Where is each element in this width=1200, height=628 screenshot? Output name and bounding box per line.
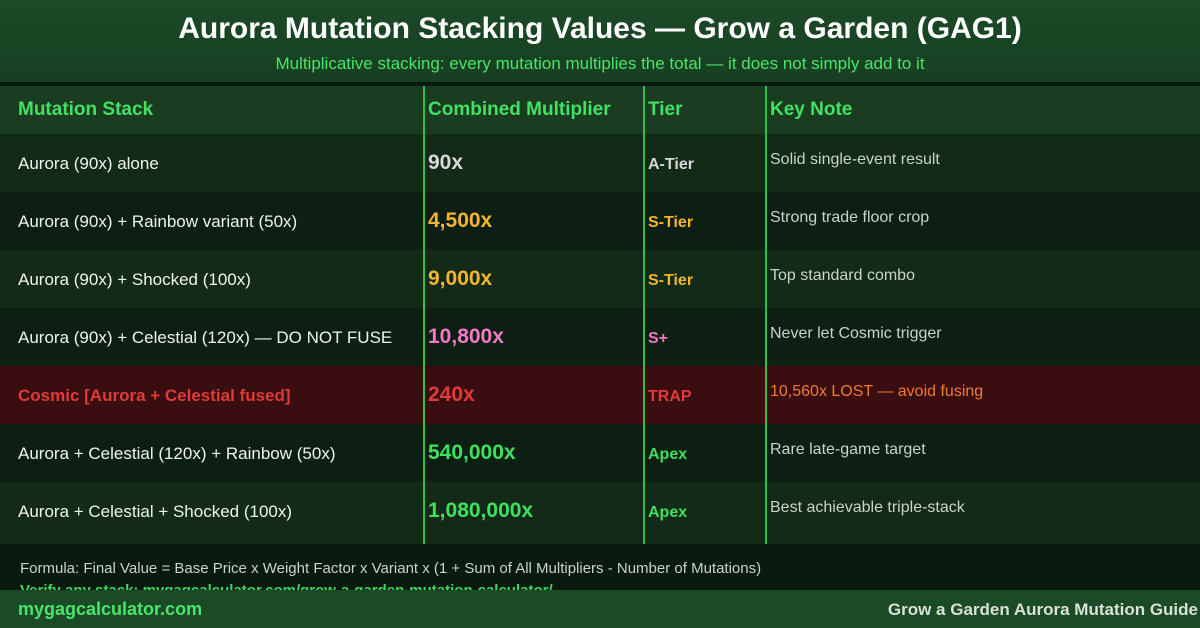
column-header-note: Key Note: [770, 99, 853, 120]
bottom-bar: mygagcalculator.com Grow a Garden Aurora…: [0, 590, 1200, 628]
cell-tier: A-Tier: [648, 156, 694, 173]
table-row: Aurora (90x) + Shocked (100x) 9,000x S-T…: [0, 250, 1200, 308]
table-row: Aurora + Celestial (120x) + Rainbow (50x…: [0, 424, 1200, 482]
mutation-table: Mutation Stack Combined Multiplier Tier …: [0, 86, 1200, 544]
cell-tier: TRAP: [648, 388, 692, 405]
column-divider: [423, 86, 425, 544]
column-header-stack: Mutation Stack: [18, 99, 154, 120]
guide-title: Grow a Garden Aurora Mutation Guide: [887, 600, 1198, 619]
cell-note: 10,560x LOST — avoid fusing: [770, 383, 984, 400]
cell-multiplier: 240x: [428, 383, 475, 406]
verify-link[interactable]: Verify any stack: mygagcalculator.com/gr…: [20, 582, 553, 590]
column-divider: [643, 86, 645, 544]
cell-note: Never let Cosmic trigger: [770, 325, 942, 342]
cell-multiplier: 4,500x: [428, 209, 493, 232]
table-row: Aurora (90x) alone 90x A-Tier Solid sing…: [0, 134, 1200, 192]
table-row: Cosmic [Aurora + Celestial fused] 240x T…: [0, 366, 1200, 424]
cell-stack: Aurora + Celestial + Shocked (100x): [18, 502, 293, 521]
table-row: Aurora (90x) + Rainbow variant (50x) 4,5…: [0, 192, 1200, 250]
cell-multiplier: 10,800x: [428, 325, 504, 348]
cell-stack: Aurora (90x) alone: [18, 154, 159, 173]
table-header-row: Mutation Stack Combined Multiplier Tier …: [0, 86, 1200, 134]
cell-note: Strong trade floor crop: [770, 209, 930, 226]
column-divider: [765, 86, 767, 544]
cell-tier: Apex: [648, 504, 688, 521]
formula-text: Formula: Final Value = Base Price x Weig…: [20, 560, 762, 577]
cell-stack: Cosmic [Aurora + Celestial fused]: [18, 386, 291, 405]
formula-panel: Formula: Final Value = Base Price x Weig…: [0, 544, 1200, 590]
site-link[interactable]: mygagcalculator.com: [18, 599, 203, 619]
cell-stack: Aurora (90x) + Rainbow variant (50x): [18, 212, 298, 231]
cell-note: Top standard combo: [770, 267, 915, 284]
cell-tier: Apex: [648, 446, 688, 463]
page-title: Aurora Mutation Stacking Values — Grow a…: [178, 12, 1022, 45]
cell-multiplier: 9,000x: [428, 267, 493, 290]
column-header-multiplier: Combined Multiplier: [428, 99, 611, 120]
cell-stack: Aurora (90x) + Shocked (100x): [18, 270, 251, 289]
cell-note: Best achievable triple-stack: [770, 499, 965, 516]
table-row: Aurora (90x) + Celestial (120x) — DO NOT…: [0, 308, 1200, 366]
cell-tier: S-Tier: [648, 214, 694, 231]
cell-multiplier: 1,080,000x: [428, 499, 534, 522]
cell-note: Solid single-event result: [770, 151, 940, 168]
column-header-tier: Tier: [648, 99, 683, 120]
cell-tier: S+: [648, 330, 669, 347]
cell-stack: Aurora (90x) + Celestial (120x) — DO NOT…: [18, 328, 393, 347]
cell-multiplier: 540,000x: [428, 441, 516, 464]
header: Aurora Mutation Stacking Values — Grow a…: [0, 0, 1200, 82]
cell-note: Rare late-game target: [770, 441, 926, 458]
cell-stack: Aurora + Celestial (120x) + Rainbow (50x…: [18, 444, 336, 463]
table-row: Aurora + Celestial + Shocked (100x) 1,08…: [0, 482, 1200, 544]
cell-multiplier: 90x: [428, 151, 464, 174]
cell-tier: S-Tier: [648, 272, 694, 289]
page-subtitle: Multiplicative stacking: every mutation …: [275, 54, 925, 73]
